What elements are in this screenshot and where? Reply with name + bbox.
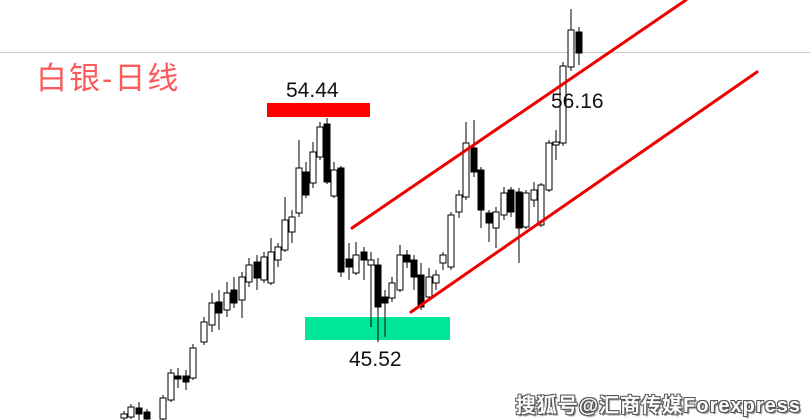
- chart-title: 白银-日线: [36, 61, 181, 96]
- resistance-price-label: 54.44: [286, 79, 339, 102]
- candles-group: [120, 9, 583, 420]
- recent-high-price-label: 56.16: [551, 90, 604, 113]
- zone-resistance: [267, 103, 370, 117]
- channel-lower-trendline: [409, 70, 759, 314]
- top-divider-line: [0, 52, 810, 53]
- channel-upper-trendline: [350, 0, 688, 230]
- watermark-text: 搜狐号@汇商传媒Forexpress: [515, 395, 801, 417]
- support-price-label: 45.52: [349, 348, 402, 371]
